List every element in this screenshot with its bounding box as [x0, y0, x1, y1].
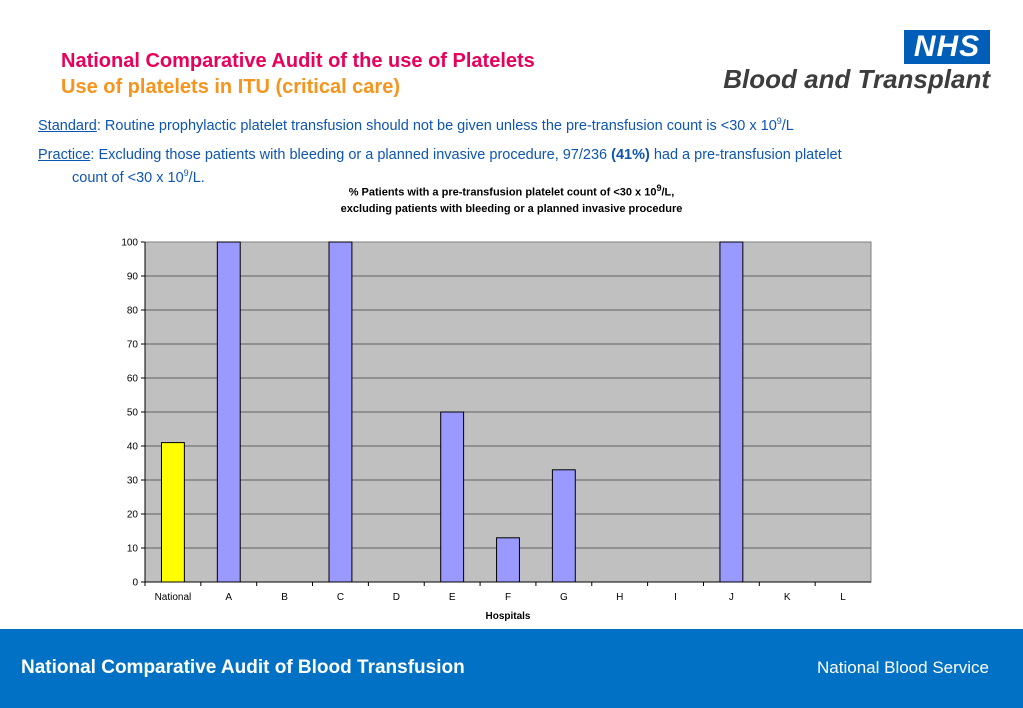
footer-left-text: National Comparative Audit of Blood Tran…: [21, 657, 465, 678]
practice-line2-text: count of <30 x 10: [72, 169, 184, 186]
bar-j: [719, 241, 744, 583]
practice-label: Practice: [38, 147, 91, 163]
y-tick-label: 60: [127, 374, 139, 385]
practice-text: : Excluding those patients with bleeding…: [90, 147, 612, 163]
x-tick-label: C: [337, 592, 344, 603]
bar-g: [551, 469, 576, 583]
y-tick-label: 30: [127, 476, 139, 487]
bar-c: [328, 241, 353, 583]
chart-title-line1: % Patients with a pre-transfusion platel…: [348, 186, 657, 199]
standard-statement: Standard: Routine prophylactic platelet …: [38, 116, 794, 134]
x-axis-title: Hospitals: [485, 611, 530, 622]
y-tick-label: 70: [127, 340, 139, 351]
chart-title-sup: 9: [656, 183, 662, 193]
bar-chart: 0 10 20 30 40 50 60 70 80 90 100 National A B C D E F G H I J…: [121, 238, 872, 622]
standard-text: : Routine prophylactic platelet transfus…: [96, 117, 777, 134]
y-tick-label: 10: [127, 544, 139, 555]
y-tick-label: 50: [127, 408, 139, 419]
bar-e: [440, 411, 465, 583]
x-tick-label: I: [674, 592, 677, 603]
practice-line2-tail: /L.: [188, 169, 205, 186]
standard-sup: 9: [776, 116, 782, 126]
practice-text2: had a pre-transfusion platelet: [649, 147, 842, 163]
x-tick-label: B: [281, 592, 288, 603]
footer-right-text: National Blood Service: [817, 658, 989, 677]
practice-highlight: (41%): [611, 147, 650, 163]
chart-title: % Patients with a pre-transfusion platel…: [0, 180, 1023, 217]
chart-title-line2: excluding patients with bleeding or a pl…: [340, 202, 683, 215]
standard-tail: /L: [781, 117, 794, 134]
page-subtitle: Use of platelets in ITU (critical care): [61, 76, 400, 98]
x-tick-label: L: [840, 592, 846, 603]
nhs-blood-transplant-logo: NHS Blood and Transplant: [702, 30, 992, 94]
x-tick-label: K: [784, 592, 791, 603]
x-tick-label: J: [729, 592, 734, 603]
x-tick-label: A: [225, 592, 232, 603]
x-tick-label: D: [393, 592, 400, 603]
y-tick-label: 0: [132, 578, 138, 589]
logo-text: Blood and Transplant: [723, 64, 990, 94]
bar-f: [496, 537, 520, 583]
x-tick-label: National: [155, 592, 192, 603]
y-tick-label: 20: [127, 510, 139, 521]
practice-sup: 9: [183, 168, 189, 178]
x-tick-label: G: [560, 592, 568, 603]
y-tick-label: 40: [127, 442, 139, 453]
footer-bar: National Comparative Audit of Blood Tran…: [0, 629, 1023, 708]
y-tick-label: 80: [127, 306, 139, 317]
y-tick-label: 90: [127, 272, 139, 283]
practice-statement: Practice: Excluding those patients with …: [38, 146, 938, 187]
x-tick-label: E: [449, 592, 456, 603]
x-tick-label: H: [616, 592, 623, 603]
bar-national: [160, 442, 185, 583]
page-title: National Comparative Audit of the use of…: [61, 50, 535, 72]
nhs-logo-box: NHS: [904, 30, 990, 64]
x-tick-label: F: [505, 592, 511, 603]
chart-title-tail: /L,: [661, 186, 675, 199]
bar-a: [216, 241, 241, 583]
practice-line2: count of <30 x 109/L.: [38, 168, 205, 186]
standard-label: Standard: [38, 117, 97, 134]
y-tick-label: 100: [121, 238, 138, 249]
